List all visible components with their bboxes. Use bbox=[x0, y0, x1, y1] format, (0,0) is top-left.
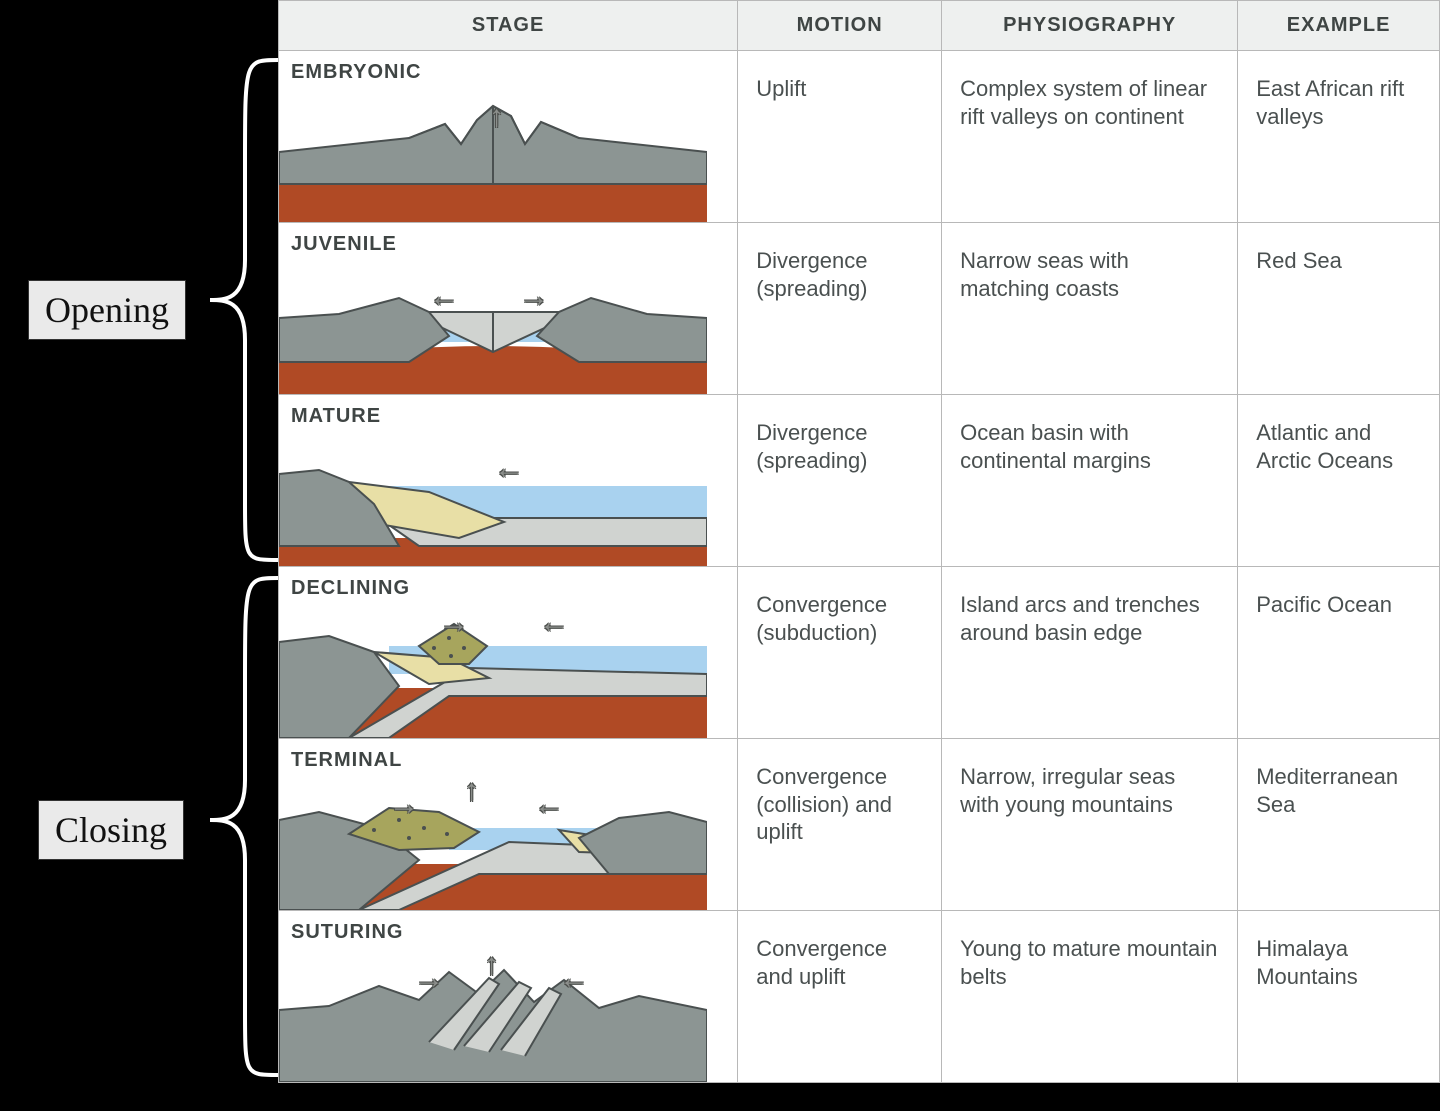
opening-label: Opening bbox=[28, 280, 186, 340]
physiography-cell: Island arcs and trenches around basin ed… bbox=[942, 567, 1238, 739]
stage-cell: SUTURING → ↑ ← bbox=[279, 911, 738, 1083]
stage-title: MATURE bbox=[279, 395, 737, 434]
motion-cell: Divergence (spreading) bbox=[738, 395, 942, 567]
left-arrow-icon: ← bbox=[429, 280, 459, 314]
stage-title: EMBRYONIC bbox=[279, 51, 737, 90]
stage-diagram: →← bbox=[279, 606, 737, 738]
sidebar: Opening Closing bbox=[0, 0, 278, 1085]
table-row: SUTURING → ↑ ← Convergence and upliftYoung … bbox=[279, 911, 1440, 1083]
col-header-example: EXAMPLE bbox=[1238, 1, 1440, 51]
right-arrow-icon: → bbox=[389, 788, 419, 822]
example-cell: Pacific Ocean bbox=[1238, 567, 1440, 739]
left-arrow-icon: ← bbox=[534, 788, 564, 822]
col-header-motion: MOTION bbox=[738, 1, 942, 51]
table-header-row: STAGE MOTION PHYSIOGRAPHY EXAMPLE bbox=[279, 1, 1440, 51]
stage-diagram: → ↑ ← bbox=[279, 950, 737, 1082]
table-row: EMBRYONIC ↑UpliftComplex system of linea… bbox=[279, 51, 1440, 223]
col-header-stage: STAGE bbox=[279, 1, 738, 51]
physiography-cell: Ocean basin with continental margins bbox=[942, 395, 1238, 567]
motion-cell: Convergence and uplift bbox=[738, 911, 942, 1083]
motion-cell: Convergence (subduction) bbox=[738, 567, 942, 739]
wilson-cycle-table: STAGE MOTION PHYSIOGRAPHY EXAMPLE EMBRYO… bbox=[278, 0, 1440, 1083]
right-arrow-icon: → bbox=[414, 962, 444, 996]
table-row: MATURE ←Divergence (spreading)Ocean basi… bbox=[279, 395, 1440, 567]
stage-diagram: → ↑ ← bbox=[279, 778, 737, 910]
grouping-brackets bbox=[0, 0, 278, 1085]
stage-diagram: ↑ bbox=[279, 90, 737, 222]
stage-diagram: ← bbox=[279, 434, 737, 566]
physiography-cell: Young to mature mountain belts bbox=[942, 911, 1238, 1083]
up-arrow-icon: ↑ bbox=[484, 950, 499, 982]
table-row: JUVENILE ←→Divergence (spreading)Narrow … bbox=[279, 223, 1440, 395]
stage-cell: TERMINAL → ↑ ← bbox=[279, 739, 738, 911]
example-cell: East African rift valleys bbox=[1238, 51, 1440, 223]
table-row: TERMINAL → ↑ ← Convergence (collision) and … bbox=[279, 739, 1440, 911]
right-arrow-icon: → bbox=[439, 606, 469, 640]
stage-title: SUTURING bbox=[279, 911, 737, 950]
right-arrow-icon: → bbox=[519, 280, 549, 314]
stage-cell: JUVENILE ←→ bbox=[279, 223, 738, 395]
physiography-cell: Narrow, irregular seas with young mounta… bbox=[942, 739, 1238, 911]
stage-title: DECLINING bbox=[279, 567, 737, 606]
stage-cell: MATURE ← bbox=[279, 395, 738, 567]
physiography-cell: Complex system of linear rift valleys on… bbox=[942, 51, 1238, 223]
left-arrow-icon: ← bbox=[494, 452, 524, 486]
stage-diagram: ←→ bbox=[279, 262, 737, 394]
example-cell: Atlantic and Arctic Oceans bbox=[1238, 395, 1440, 567]
left-arrow-icon: ← bbox=[539, 606, 569, 640]
stage-cell: DECLINING →← bbox=[279, 567, 738, 739]
motion-cell: Convergence (collision) and uplift bbox=[738, 739, 942, 911]
example-cell: Red Sea bbox=[1238, 223, 1440, 395]
stage-cell: EMBRYONIC ↑ bbox=[279, 51, 738, 223]
physiography-cell: Narrow seas with matching coasts bbox=[942, 223, 1238, 395]
example-cell: Mediterranean Sea bbox=[1238, 739, 1440, 911]
closing-label: Closing bbox=[38, 800, 184, 860]
table-row: DECLINING →←Convergence (subduction)Isla… bbox=[279, 567, 1440, 739]
up-arrow-icon: ↑ bbox=[489, 100, 504, 134]
stage-title: JUVENILE bbox=[279, 223, 737, 262]
left-arrow-icon: ← bbox=[559, 962, 589, 996]
motion-cell: Uplift bbox=[738, 51, 942, 223]
stages-table: STAGE MOTION PHYSIOGRAPHY EXAMPLE EMBRYO… bbox=[278, 0, 1440, 1083]
motion-cell: Divergence (spreading) bbox=[738, 223, 942, 395]
example-cell: Himalaya Mountains bbox=[1238, 911, 1440, 1083]
col-header-physiography: PHYSIOGRAPHY bbox=[942, 1, 1238, 51]
stage-title: TERMINAL bbox=[279, 739, 737, 778]
up-arrow-icon: ↑ bbox=[464, 778, 479, 808]
